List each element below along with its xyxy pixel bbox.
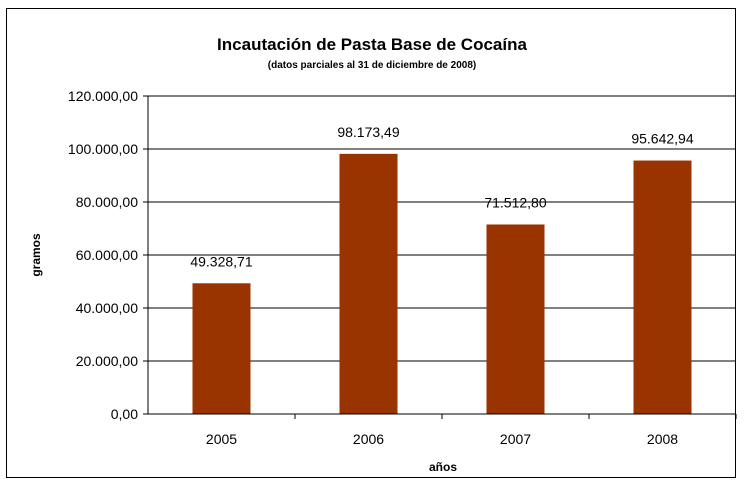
y-tick-label: 60.000,00	[76, 247, 138, 263]
y-tick-label: 20.000,00	[76, 353, 138, 369]
y-axis-title: gramos	[29, 233, 43, 277]
axes	[143, 95, 737, 419]
labels: 0,00 20.000,00 40.000,00 60.000,00 80.000,00…	[68, 88, 694, 447]
y-tick-label: 100.000,00	[68, 141, 138, 157]
data-label-2006: 98.173,49	[337, 124, 399, 140]
y-tick-label: 40.000,00	[76, 300, 138, 316]
bar-2008	[633, 160, 692, 414]
x-tick-label: 2006	[353, 431, 384, 447]
bar-2006	[339, 153, 398, 414]
x-tick-label: 2007	[500, 431, 531, 447]
y-tick-label: 120.000,00	[68, 88, 138, 104]
data-label-2005: 49.328,71	[190, 253, 252, 269]
bars	[192, 153, 692, 414]
chart-subtitle: (datos parciales al 31 de diciembre de 2…	[267, 60, 477, 71]
x-tick-label: 2005	[206, 431, 237, 447]
data-label-2008: 95.642,94	[631, 131, 693, 147]
x-axis-title: años	[429, 460, 457, 474]
x-tick-label: 2008	[647, 431, 678, 447]
data-label-2007: 71.512,80	[484, 194, 546, 210]
chart-title: Incautación de Pasta Base de Cocaína	[217, 35, 527, 54]
bar-2007	[486, 224, 545, 414]
bar-2005	[192, 283, 251, 414]
y-tick-label: 80.000,00	[76, 194, 138, 210]
y-tick-label: 0,00	[111, 406, 138, 422]
